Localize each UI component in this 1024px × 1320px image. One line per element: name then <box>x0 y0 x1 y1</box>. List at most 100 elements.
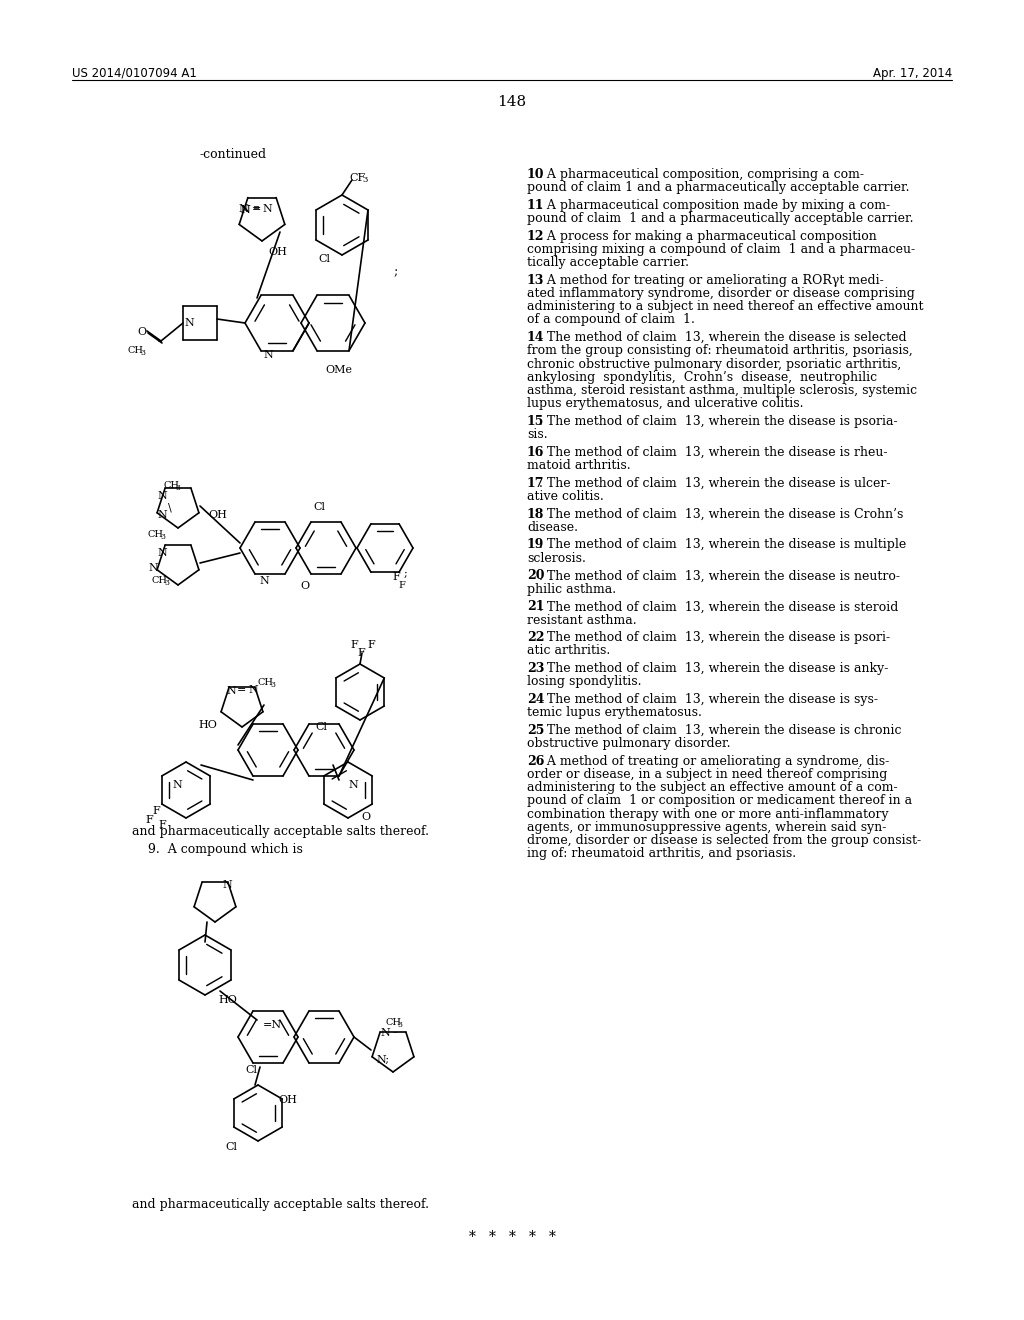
Text: US 2014/0107094 A1: US 2014/0107094 A1 <box>72 67 197 81</box>
Text: atic arthritis.: atic arthritis. <box>527 644 610 657</box>
Text: 3: 3 <box>160 533 165 541</box>
Text: from the group consisting of: rheumatoid arthritis, psoriasis,: from the group consisting of: rheumatoid… <box>527 345 912 358</box>
Text: pound of claim  1 and a pharmaceutically acceptable carrier.: pound of claim 1 and a pharmaceutically … <box>527 213 913 226</box>
Text: . The method of claim  13, wherein the disease is chronic: . The method of claim 13, wherein the di… <box>539 723 901 737</box>
Text: ;: ; <box>404 569 408 579</box>
Text: sclerosis.: sclerosis. <box>527 552 586 565</box>
Text: matoid arthritis.: matoid arthritis. <box>527 459 631 473</box>
Text: 20: 20 <box>527 569 545 582</box>
Text: administering to the subject an effective amount of a com-: administering to the subject an effectiv… <box>527 781 898 795</box>
Text: ative colitis.: ative colitis. <box>527 490 604 503</box>
Text: . The method of claim  13, wherein the disease is multiple: . The method of claim 13, wherein the di… <box>539 539 906 552</box>
Text: drome, disorder or disease is selected from the group consist-: drome, disorder or disease is selected f… <box>527 834 922 847</box>
Text: F: F <box>350 640 357 649</box>
Text: 3: 3 <box>397 1020 402 1030</box>
Text: . A pharmaceutical composition, comprising a com-: . A pharmaceutical composition, comprisi… <box>539 168 864 181</box>
Text: =: = <box>237 685 247 696</box>
Text: 19: 19 <box>527 539 545 552</box>
Text: N: N <box>148 564 158 573</box>
Text: N: N <box>157 491 167 502</box>
Text: CH: CH <box>385 1018 401 1027</box>
Text: Cl: Cl <box>245 1065 257 1074</box>
Text: 13: 13 <box>527 273 545 286</box>
Text: ≡: ≡ <box>252 205 259 213</box>
Text: 26: 26 <box>527 755 545 768</box>
Text: OMe: OMe <box>325 366 352 375</box>
Text: . The method of claim  13, wherein the disease is neutro-: . The method of claim 13, wherein the di… <box>539 569 900 582</box>
Text: 14: 14 <box>527 331 545 345</box>
Text: . The method of claim  13, wherein the disease is rheu-: . The method of claim 13, wherein the di… <box>539 446 888 459</box>
Text: *   *   *   *   *: * * * * * <box>469 1230 555 1243</box>
Text: =N: =N <box>263 1020 283 1030</box>
Text: N: N <box>262 205 271 214</box>
Text: N: N <box>157 548 167 558</box>
Text: order or disease, in a subject in need thereof comprising: order or disease, in a subject in need t… <box>527 768 888 781</box>
Text: F: F <box>367 640 375 649</box>
Text: F: F <box>152 807 160 816</box>
Text: combination therapy with one or more anti-inflammatory: combination therapy with one or more ant… <box>527 808 889 821</box>
Text: N: N <box>157 510 167 520</box>
Text: 9.  A compound which is: 9. A compound which is <box>132 843 303 855</box>
Text: chronic obstructive pulmonary disorder, psoriatic arthritis,: chronic obstructive pulmonary disorder, … <box>527 358 901 371</box>
Text: ;: ; <box>393 265 397 279</box>
Text: 21: 21 <box>527 601 545 614</box>
Text: pound of claim 1 and a pharmaceutically acceptable carrier.: pound of claim 1 and a pharmaceutically … <box>527 181 909 194</box>
Text: agents, or immunosuppressive agents, wherein said syn-: agents, or immunosuppressive agents, whe… <box>527 821 887 834</box>
Text: . The method of claim  13, wherein the disease is ulcer-: . The method of claim 13, wherein the di… <box>539 477 891 490</box>
Text: . The method of claim  13, wherein the disease is psoria-: . The method of claim 13, wherein the di… <box>539 414 898 428</box>
Text: OH: OH <box>208 510 227 520</box>
Text: F: F <box>145 814 153 825</box>
Text: tically acceptable carrier.: tically acceptable carrier. <box>527 256 689 269</box>
Text: O: O <box>137 327 146 337</box>
Text: CH: CH <box>258 678 274 686</box>
Text: -continued: -continued <box>200 148 267 161</box>
Text: N: N <box>184 318 194 327</box>
Text: . The method of claim  13, wherein the disease is steroid: . The method of claim 13, wherein the di… <box>539 601 898 614</box>
Text: N;: N; <box>376 1055 389 1065</box>
Text: 15: 15 <box>527 414 545 428</box>
Text: ing of: rheumatoid arthritis, and psoriasis.: ing of: rheumatoid arthritis, and psoria… <box>527 847 796 861</box>
Text: –: – <box>393 1028 398 1038</box>
Text: N: N <box>248 685 258 696</box>
Text: 25: 25 <box>527 723 545 737</box>
Text: 22: 22 <box>527 631 545 644</box>
Text: 148: 148 <box>498 95 526 110</box>
Text: N: N <box>226 686 236 696</box>
Text: N: N <box>263 350 272 360</box>
Text: 24: 24 <box>527 693 545 706</box>
Text: lupus erythematosus, and ulcerative colitis.: lupus erythematosus, and ulcerative coli… <box>527 397 804 411</box>
Text: philic asthma.: philic asthma. <box>527 582 616 595</box>
Text: . A pharmaceutical composition made by mixing a com-: . A pharmaceutical composition made by m… <box>539 199 890 213</box>
Text: HO: HO <box>218 995 237 1005</box>
Text: N: N <box>172 780 181 789</box>
Text: ated inflammatory syndrome, disorder or disease comprising: ated inflammatory syndrome, disorder or … <box>527 286 914 300</box>
Text: asthma, steroid resistant asthma, multiple sclerosis, systemic: asthma, steroid resistant asthma, multip… <box>527 384 918 397</box>
Text: 16: 16 <box>527 446 545 459</box>
Text: N: N <box>348 780 357 789</box>
Text: Cl: Cl <box>315 722 327 733</box>
Text: CH: CH <box>128 346 144 355</box>
Text: temic lupus erythematosus.: temic lupus erythematosus. <box>527 706 701 719</box>
Text: and pharmaceutically acceptable salts thereof.: and pharmaceutically acceptable salts th… <box>132 825 429 838</box>
Text: 3: 3 <box>140 348 145 356</box>
Text: losing spondylitis.: losing spondylitis. <box>527 676 641 688</box>
Text: . The method of claim  13, wherein the disease is Crohn’s: . The method of claim 13, wherein the di… <box>539 508 903 520</box>
Text: and pharmaceutically acceptable salts thereof.: and pharmaceutically acceptable salts th… <box>132 1199 429 1210</box>
Text: ankylosing  spondylitis,  Crohn’s  disease,  neutrophilic: ankylosing spondylitis, Crohn’s disease,… <box>527 371 878 384</box>
Text: F: F <box>158 820 166 830</box>
Text: N: N <box>222 880 231 890</box>
Text: 3: 3 <box>362 176 368 183</box>
Text: disease.: disease. <box>527 521 578 533</box>
Text: . A process for making a pharmaceutical composition: . A process for making a pharmaceutical … <box>539 230 877 243</box>
Text: N: N <box>240 205 250 215</box>
Text: 10: 10 <box>527 168 545 181</box>
Text: pound of claim  1 or composition or medicament thereof in a: pound of claim 1 or composition or medic… <box>527 795 912 808</box>
Text: OH: OH <box>268 247 287 257</box>
Text: N: N <box>380 1028 390 1038</box>
Text: 18: 18 <box>527 508 545 520</box>
Text: O: O <box>361 812 370 822</box>
Text: of a compound of claim  1.: of a compound of claim 1. <box>527 313 695 326</box>
Text: N: N <box>240 205 250 215</box>
Text: F: F <box>357 648 365 657</box>
Text: =: = <box>252 205 261 214</box>
